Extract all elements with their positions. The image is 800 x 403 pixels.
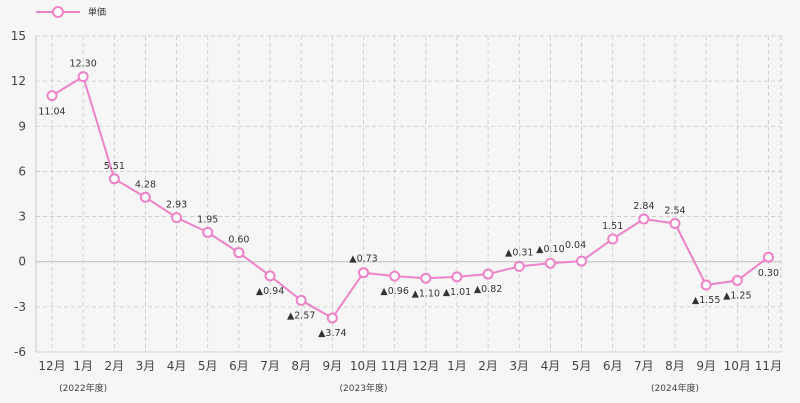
x-tick-label: 12月 [38, 359, 65, 373]
data-label: ▲0.96 [380, 286, 408, 297]
x-tick-label: 4月 [167, 359, 187, 373]
data-label: 0.60 [228, 235, 249, 246]
x-tick-label: 1月 [447, 359, 467, 373]
data-label: ▲1.01 [443, 287, 471, 298]
data-label: 1.95 [197, 214, 218, 225]
legend-label: 単価 [88, 6, 106, 18]
data-labels: 11.04 12.30 5.51 4.28 2.93 1.95 0.60 ▲0.94 ▲2.57… [38, 59, 779, 339]
data-label: 1.51 [602, 221, 623, 232]
x-tick-label: 8月 [665, 359, 685, 373]
data-point [389, 270, 401, 282]
x-tick-label: 7月 [634, 359, 654, 373]
grid [35, 35, 782, 353]
x-tick-label: 11月 [381, 359, 408, 373]
data-label: ▲1.25 [723, 291, 751, 302]
y-axis-ticks: 15 12 9 6 3 0 -3 -6 [11, 29, 26, 359]
data-label: ▲0.82 [474, 284, 502, 295]
data-point [108, 173, 120, 185]
legend: 単価 [36, 6, 106, 18]
data-point [607, 233, 619, 245]
data-point [482, 268, 494, 280]
fiscal-year-label: (2022年度) [59, 382, 107, 394]
data-point [638, 213, 650, 225]
data-label: 5.51 [104, 161, 125, 172]
data-label: ▲3.74 [318, 328, 346, 339]
x-tick-label: 7月 [260, 359, 280, 373]
data-point [264, 270, 276, 282]
x-tick-label: 11月 [755, 359, 782, 373]
data-label: ▲1.10 [412, 288, 440, 299]
x-tick-label: 3月 [136, 359, 156, 373]
fiscal-year-label: (2023年度) [340, 382, 388, 394]
data-point [762, 251, 774, 263]
y-tick-label: 9 [18, 119, 26, 133]
x-tick-label: 10月 [350, 359, 377, 373]
x-tick-label: 2月 [478, 359, 498, 373]
data-point [700, 279, 712, 291]
x-tick-label: 12月 [412, 359, 439, 373]
x-tick-label: 2月 [104, 359, 124, 373]
data-point [451, 271, 463, 283]
x-tick-label: 6月 [229, 359, 249, 373]
data-point [544, 257, 556, 269]
y-tick-label: 6 [18, 164, 26, 178]
x-tick-label: 1月 [73, 359, 93, 373]
data-point [576, 255, 588, 267]
data-label: ▲0.94 [256, 286, 284, 297]
y-tick-label: -6 [14, 345, 26, 359]
y-tick-label: -3 [14, 300, 26, 314]
fiscal-year-label: (2024年度) [651, 382, 699, 394]
fiscal-year-labels: (2022年度) (2023年度) (2024年度) [59, 382, 699, 394]
data-point [358, 267, 369, 279]
data-label: 4.28 [135, 179, 156, 190]
data-label: ▲0.10 [536, 244, 564, 255]
x-tick-label: 10月 [724, 359, 751, 373]
x-tick-label: 9月 [696, 359, 716, 373]
data-label: ▲0.73 [349, 254, 377, 265]
data-label: 2.54 [664, 205, 685, 216]
data-label: ▲2.57 [287, 310, 315, 321]
x-axis-ticks: 12月 1月 2月 3月 4月 5月 6月 7月 8月 9月 10月 11月 12月 1月 2月 3月 4月 5月… [38, 359, 782, 373]
x-tick-label: 5月 [198, 359, 218, 373]
x-tick-label: 4月 [541, 359, 561, 373]
data-label: 0.30 [758, 268, 779, 279]
data-point [731, 275, 743, 287]
series-unit-price [46, 71, 774, 324]
data-point [513, 260, 525, 272]
data-label: 12.30 [70, 59, 97, 70]
data-point [326, 312, 338, 324]
x-tick-label: 3月 [509, 359, 529, 373]
data-point [233, 247, 245, 259]
data-label: 2.93 [166, 200, 187, 211]
data-label: ▲0.31 [505, 247, 533, 258]
x-tick-label: 6月 [603, 359, 623, 373]
data-point [669, 217, 681, 229]
data-point [139, 191, 151, 203]
data-point [77, 71, 89, 83]
x-tick-label: 5月 [572, 359, 592, 373]
x-tick-label: 8月 [291, 359, 311, 373]
y-tick-label: 3 [18, 210, 26, 224]
data-point [420, 272, 432, 284]
x-tick-label: 9月 [323, 359, 343, 373]
data-label: 2.84 [633, 201, 654, 212]
legend-marker-swatch [52, 6, 64, 18]
y-tick-label: 15 [11, 29, 26, 43]
data-label: 0.04 [565, 240, 586, 251]
y-tick-label: 12 [11, 74, 26, 88]
y-tick-label: 0 [18, 255, 26, 269]
data-point [46, 90, 58, 102]
data-point [202, 226, 214, 238]
data-label: 11.04 [38, 107, 65, 118]
data-point [295, 294, 307, 306]
series-line [51, 75, 770, 319]
data-label: ▲1.55 [692, 295, 720, 306]
data-point [171, 212, 183, 224]
